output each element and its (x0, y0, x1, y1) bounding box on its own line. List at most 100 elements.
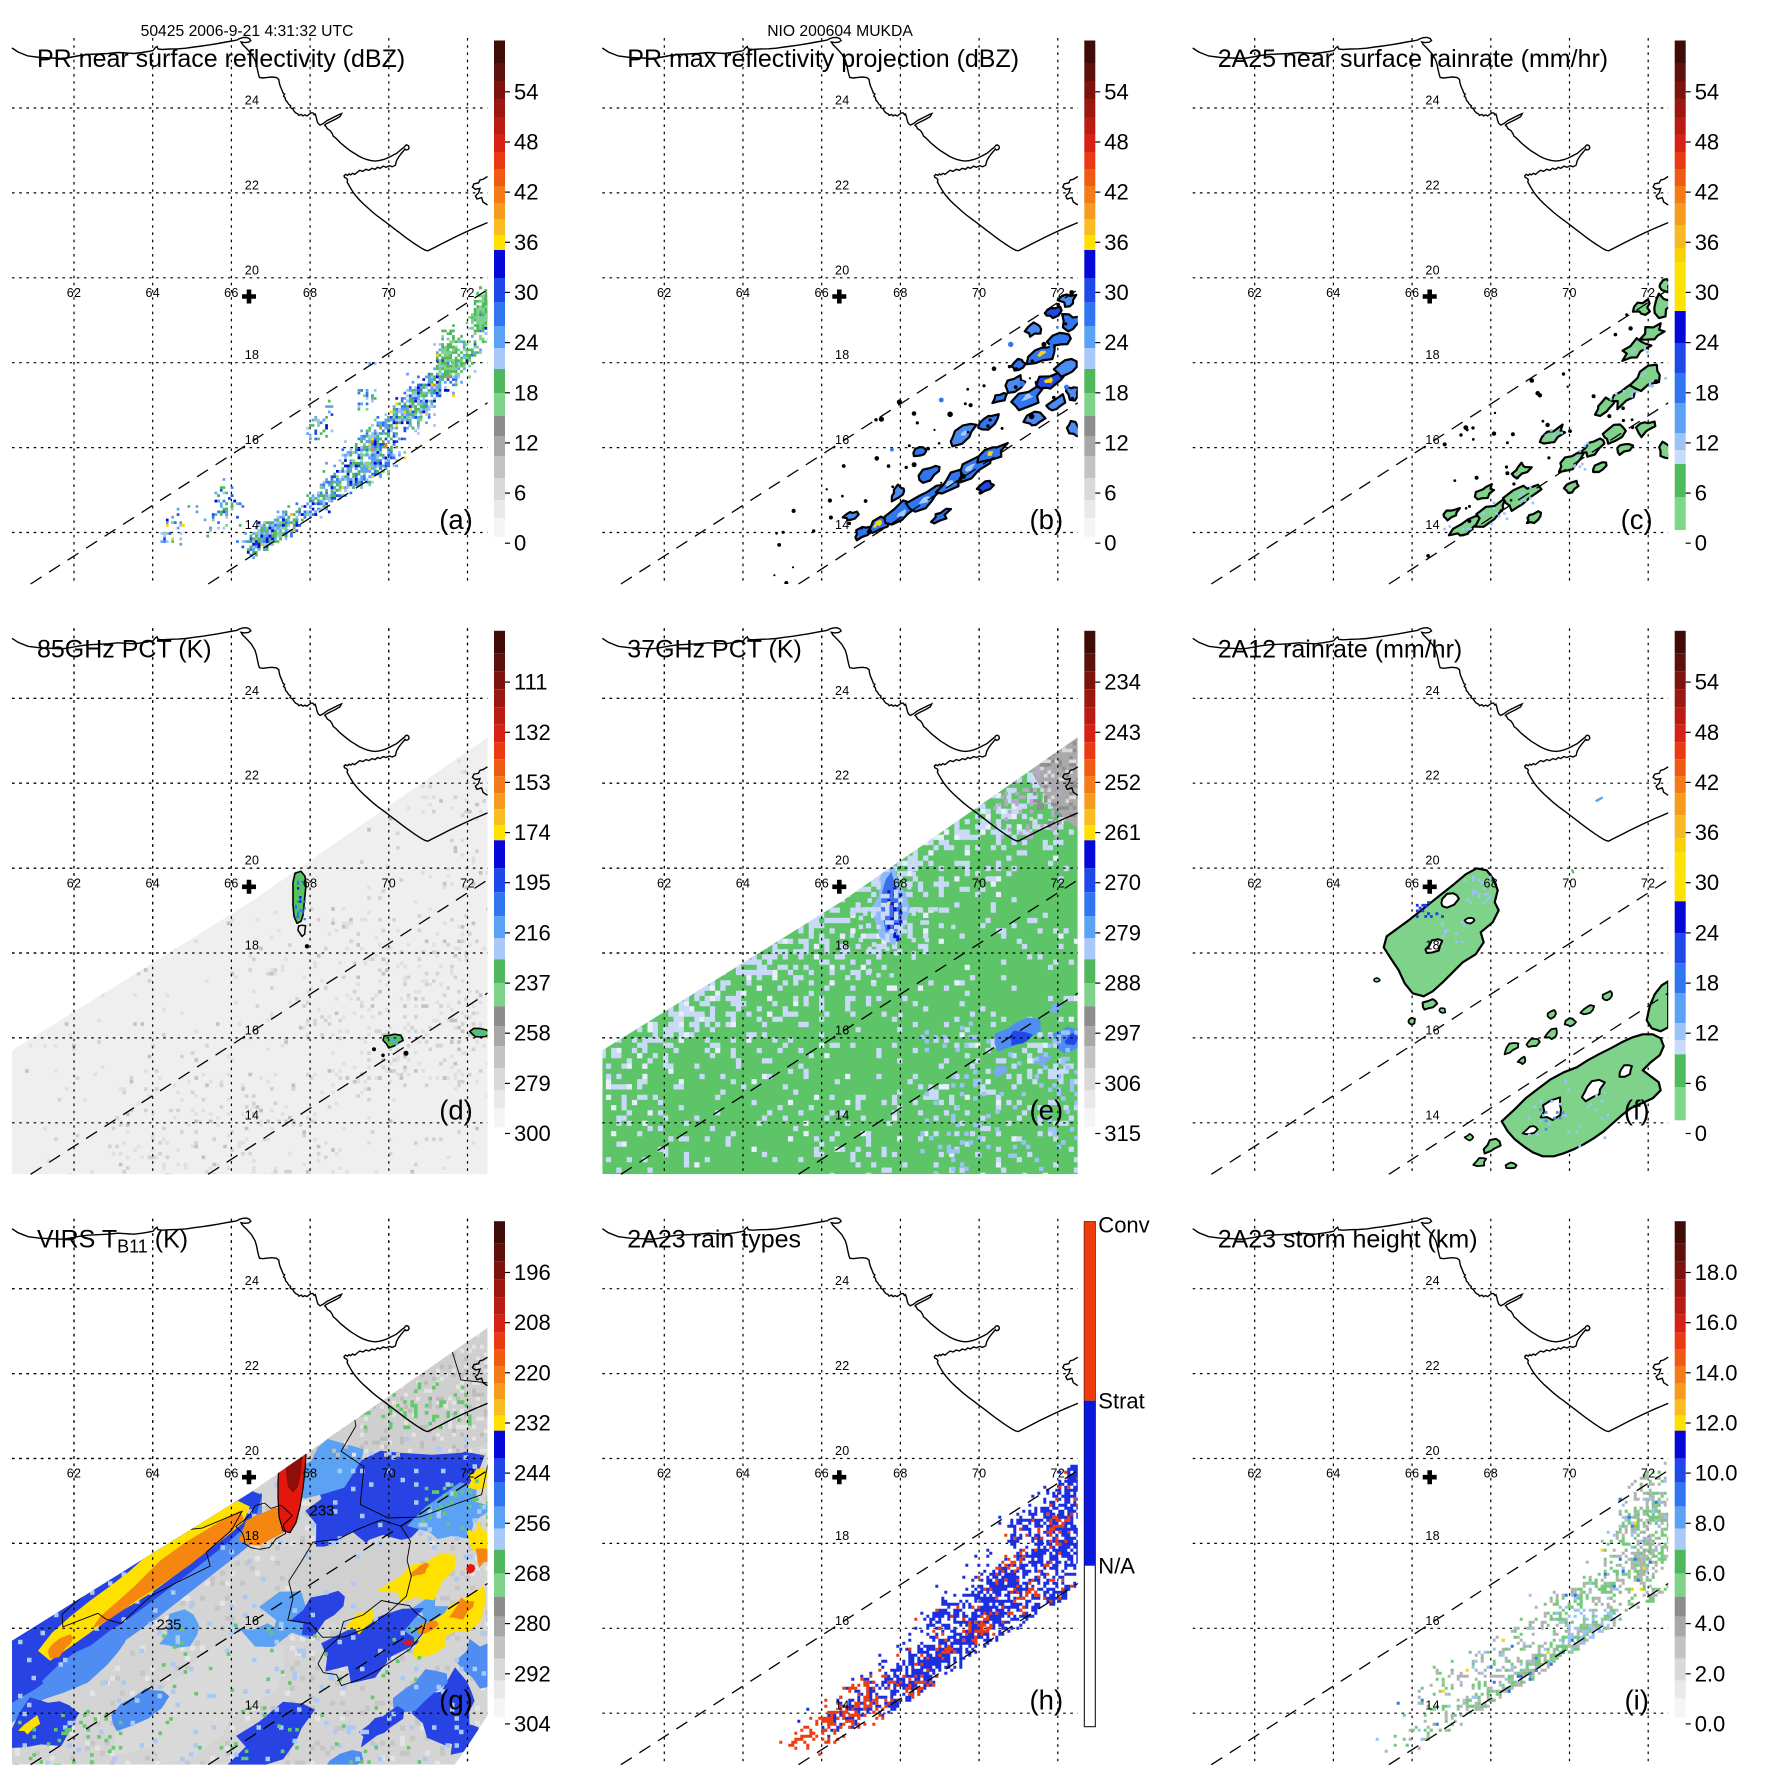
svg-text:2A23 rain types: 2A23 rain types (627, 1226, 801, 1254)
svg-text:280: 280 (514, 1611, 551, 1636)
svg-text:42: 42 (1695, 180, 1719, 205)
svg-text:252: 252 (1104, 770, 1141, 795)
svg-text:292: 292 (514, 1661, 551, 1686)
svg-text:30: 30 (1695, 280, 1719, 305)
svg-text:243: 243 (1104, 720, 1141, 745)
svg-text:24: 24 (1695, 330, 1719, 355)
svg-text:196: 196 (514, 1260, 551, 1285)
svg-text:48: 48 (1695, 720, 1719, 745)
svg-text:0.0: 0.0 (1695, 1711, 1726, 1736)
svg-text:315: 315 (1104, 1121, 1141, 1146)
svg-text:268: 268 (514, 1561, 551, 1586)
svg-text:234: 234 (1104, 670, 1141, 695)
svg-text:2.0: 2.0 (1695, 1661, 1726, 1686)
svg-text:(b): (b) (1029, 504, 1063, 535)
svg-text:12: 12 (1695, 430, 1719, 455)
svg-text:54: 54 (1695, 670, 1719, 695)
svg-text:232: 232 (514, 1411, 551, 1436)
svg-text:24: 24 (514, 330, 538, 355)
svg-text:50425 2006-9-21 4:31:32 UTC: 50425 2006-9-21 4:31:32 UTC (141, 23, 354, 40)
svg-text:304: 304 (514, 1711, 551, 1736)
svg-text:2A23 storm height (km): 2A23 storm height (km) (1218, 1226, 1478, 1254)
svg-text:VIRS TB11 (K): VIRS TB11 (K) (37, 1226, 188, 1257)
svg-text:54: 54 (1104, 79, 1128, 104)
svg-text:12: 12 (1104, 430, 1128, 455)
svg-text:42: 42 (1104, 180, 1128, 205)
svg-text:6: 6 (1104, 481, 1116, 506)
svg-text:37GHz PCT (K): 37GHz PCT (K) (627, 635, 802, 663)
svg-text:36: 36 (1104, 230, 1128, 255)
svg-text:48: 48 (1695, 130, 1719, 155)
svg-text:48: 48 (1104, 130, 1128, 155)
svg-text:12: 12 (1695, 1021, 1719, 1046)
svg-text:288: 288 (1104, 971, 1141, 996)
svg-text:30: 30 (1104, 280, 1128, 305)
svg-text:6: 6 (1695, 1071, 1707, 1096)
svg-text:16.0: 16.0 (1695, 1310, 1738, 1335)
svg-text:(e): (e) (1029, 1094, 1063, 1125)
svg-text:237: 237 (514, 971, 551, 996)
svg-text:N/A: N/A (1098, 1554, 1135, 1579)
svg-text:(h): (h) (1029, 1685, 1063, 1716)
svg-text:4.0: 4.0 (1695, 1611, 1726, 1636)
svg-text:220: 220 (514, 1360, 551, 1385)
svg-text:(i): (i) (1624, 1685, 1648, 1716)
svg-text:0: 0 (1695, 531, 1707, 556)
svg-text:14.0: 14.0 (1695, 1360, 1738, 1385)
svg-text:261: 261 (1104, 820, 1141, 845)
svg-text:0: 0 (514, 531, 526, 556)
svg-text:18: 18 (514, 380, 538, 405)
svg-text:PR near surface reflectivity (: PR near surface reflectivity (dBZ) (37, 45, 405, 73)
svg-text:10.0: 10.0 (1695, 1461, 1738, 1486)
svg-text:48: 48 (514, 130, 538, 155)
svg-text:279: 279 (1104, 920, 1141, 945)
svg-text:233: 233 (309, 1503, 334, 1520)
svg-text:NIO 200604 MUKDA: NIO 200604 MUKDA (767, 23, 913, 40)
svg-text:306: 306 (1104, 1071, 1141, 1096)
svg-text:300: 300 (514, 1121, 551, 1146)
svg-text:6: 6 (514, 481, 526, 506)
svg-text:6: 6 (1695, 481, 1707, 506)
svg-text:36: 36 (1695, 820, 1719, 845)
svg-text:36: 36 (1695, 230, 1719, 255)
svg-text:208: 208 (514, 1310, 551, 1335)
svg-text:153: 153 (514, 770, 551, 795)
svg-text:(d): (d) (439, 1094, 473, 1125)
svg-text:18.0: 18.0 (1695, 1260, 1738, 1285)
svg-text:(a): (a) (439, 504, 473, 535)
svg-text:(g): (g) (439, 1685, 473, 1716)
svg-text:36: 36 (514, 230, 538, 255)
svg-text:258: 258 (514, 1021, 551, 1046)
svg-text:6.0: 6.0 (1695, 1561, 1726, 1586)
svg-text:244: 244 (514, 1461, 551, 1486)
svg-text:8.0: 8.0 (1695, 1511, 1726, 1536)
svg-text:(c): (c) (1621, 504, 1653, 535)
svg-text:12: 12 (514, 430, 538, 455)
svg-text:24: 24 (1104, 330, 1128, 355)
svg-text:2A12 rainrate (mm/hr): 2A12 rainrate (mm/hr) (1218, 635, 1463, 663)
svg-text:(f): (f) (1624, 1094, 1650, 1125)
svg-text:54: 54 (514, 79, 538, 104)
svg-text:2A25 near surface rainrate (mm: 2A25 near surface rainrate (mm/hr) (1218, 45, 1608, 73)
svg-text:174: 174 (514, 820, 551, 845)
svg-text:24: 24 (1695, 920, 1719, 945)
svg-text:Strat: Strat (1098, 1389, 1144, 1414)
svg-text:0: 0 (1695, 1121, 1707, 1146)
svg-text:85GHz PCT (K): 85GHz PCT (K) (37, 635, 212, 663)
svg-text:Conv: Conv (1098, 1213, 1149, 1238)
svg-text:18: 18 (1695, 971, 1719, 996)
svg-text:30: 30 (1695, 870, 1719, 895)
svg-text:12.0: 12.0 (1695, 1411, 1738, 1436)
svg-text:111: 111 (514, 670, 547, 695)
svg-text:PR max reflectivity projection: PR max reflectivity projection (dBZ) (627, 45, 1019, 73)
svg-text:132: 132 (514, 720, 551, 745)
svg-text:30: 30 (514, 280, 538, 305)
svg-text:270: 270 (1104, 870, 1141, 895)
svg-text:195: 195 (514, 870, 551, 895)
svg-text:216: 216 (514, 920, 551, 945)
svg-text:279: 279 (514, 1071, 551, 1096)
svg-text:18: 18 (1104, 380, 1128, 405)
svg-text:54: 54 (1695, 79, 1719, 104)
svg-text:256: 256 (514, 1511, 551, 1536)
svg-text:42: 42 (514, 180, 538, 205)
